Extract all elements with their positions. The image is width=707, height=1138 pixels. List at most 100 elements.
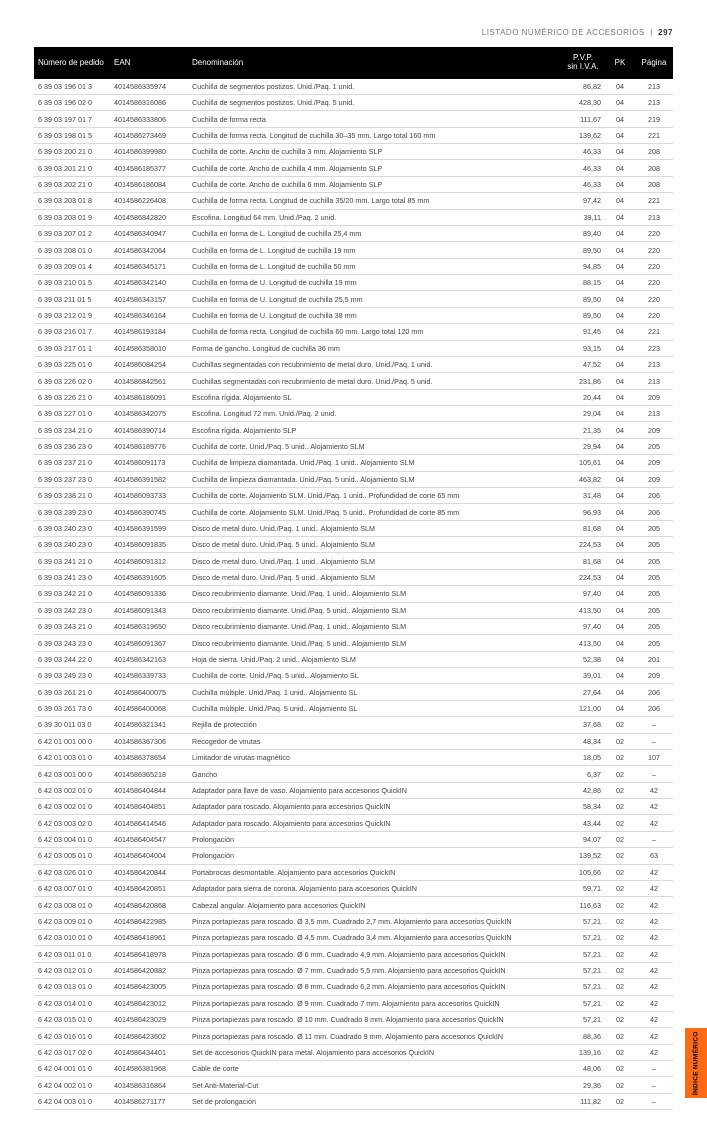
cell-o: 6 42 04 003 01 0 [34,1093,110,1109]
cell-d: Disco recubrimiento diamante. Unid./Paq.… [188,602,561,618]
table-row: 6 39 03 225 01 04014586084254Cuchillas s… [34,356,673,372]
cell-g: 42 [635,1044,673,1060]
cell-k: 04 [605,602,635,618]
cell-k: 02 [605,782,635,798]
cell-k: 02 [605,717,635,733]
cell-g: 220 [635,275,673,291]
cell-o: 6 39 03 239 23 0 [34,504,110,520]
cell-e: 4014586404844 [110,782,188,798]
cell-e: 4014586189776 [110,438,188,454]
table-row: 6 39 03 244 22 04014586342163Hoja de sie… [34,651,673,667]
cell-o: 6 39 03 203 01 8 [34,193,110,209]
cell-o: 6 42 03 011 01 0 [34,946,110,962]
cell-d: Cuchilla de forma recta [188,111,561,127]
cell-o: 6 39 03 234 21 0 [34,422,110,438]
cell-o: 6 42 04 002 01 0 [34,1077,110,1093]
cell-g: 205 [635,537,673,553]
table-row: 6 39 03 209 01 44014586345171Cuchilla en… [34,258,673,274]
col-pvp: P.V.P. sin I.V.A. [561,47,605,79]
table-row: 6 39 03 196 02 04014586316086Cuchilla de… [34,94,673,110]
cell-g: 220 [635,242,673,258]
cell-k: 04 [605,79,635,95]
cell-e: 4014586423602 [110,1028,188,1044]
cell-g: 205 [635,586,673,602]
cell-d: Adaptador para roscado. Alojamiento para… [188,799,561,815]
cell-e: 4014586342163 [110,651,188,667]
table-row: 6 39 03 216 01 74014586193184Cuchilla de… [34,324,673,340]
cell-p: 413,50 [561,635,605,651]
cell-e: 4014586400075 [110,684,188,700]
cell-o: 6 42 03 008 01 0 [34,897,110,913]
table-row: 6 39 03 207 01 24014586340947Cuchilla en… [34,225,673,241]
cell-e: 4014586093733 [110,487,188,503]
cell-d: Cuchilla en forma de L. Longitud de cuch… [188,225,561,241]
table-row: 6 42 03 017 02 04014586434401Set de acce… [34,1044,673,1060]
cell-k: 04 [605,520,635,536]
cell-o: 6 39 03 196 02 0 [34,94,110,110]
cell-p: 139,52 [561,848,605,864]
cell-o: 6 42 03 017 02 0 [34,1044,110,1060]
cell-d: Cuchilla de forma recta. Longitud de cuc… [188,324,561,340]
cell-d: Cuchilla múltiple. Unid./Paq. 1 unid.. A… [188,684,561,700]
cell-g: 209 [635,455,673,471]
cell-o: 6 39 03 237 21 0 [34,455,110,471]
cell-d: Gancho [188,766,561,782]
cell-p: 89,50 [561,242,605,258]
cell-o: 6 39 03 202 21 0 [34,176,110,192]
cell-d: Cuchillas segmentadas con recubrimiento … [188,356,561,372]
cell-d: Pinza portapiezas para roscado. Ø 7 mm. … [188,962,561,978]
cell-e: 4014586390714 [110,422,188,438]
cell-g: 42 [635,880,673,896]
side-tab-index[interactable]: ÍNDICE NUMÉRICO [685,1028,707,1098]
table-row: 6 39 03 242 23 04014586091343Disco recub… [34,602,673,618]
col-ean: EAN [110,47,188,79]
table-row: 6 42 03 010 01 04014586418961Pinza porta… [34,930,673,946]
table-row: 6 39 03 261 73 04014586400068Cuchilla mú… [34,700,673,716]
cell-e: 4014586418978 [110,946,188,962]
cell-o: 6 42 03 016 01 0 [34,1028,110,1044]
cell-d: Cuchilla de limpieza diamantada. Unid./P… [188,471,561,487]
cell-d: Escofina rígida. Alojamiento SL [188,389,561,405]
cell-g: 201 [635,651,673,667]
cell-k: 02 [605,897,635,913]
cell-k: 04 [605,438,635,454]
section-title: LISTADO NUMÉRICO DE ACCESORIOS [482,28,645,37]
cell-d: Cuchilla en forma de L. Longitud de cuch… [188,258,561,274]
table-row: 6 39 03 196 01 34014586335974Cuchilla de… [34,79,673,95]
cell-o: 6 39 03 261 73 0 [34,700,110,716]
cell-p: 47,52 [561,356,605,372]
cell-p: 97,40 [561,618,605,634]
cell-g: 221 [635,127,673,143]
cell-o: 6 39 03 237 23 0 [34,471,110,487]
cell-g: – [635,1077,673,1093]
table-row: 6 39 03 203 01 84014586226408Cuchilla de… [34,193,673,209]
table-row: 6 42 03 011 01 04014586418978Pinza porta… [34,946,673,962]
cell-k: 02 [605,946,635,962]
cell-o: 6 42 04 001 01 0 [34,1061,110,1077]
cell-g: 206 [635,487,673,503]
cell-d: Disco de metal duro. Unid./Paq. 1 unid..… [188,520,561,536]
cell-p: 29,94 [561,438,605,454]
cell-e: 4014586418961 [110,930,188,946]
cell-p: 57,21 [561,962,605,978]
cell-g: 213 [635,356,673,372]
cell-o: 6 39 03 210 01 5 [34,275,110,291]
table-row: 6 39 30 011 03 04014586321341Rejilla de … [34,717,673,733]
table-row: 6 39 03 211 01 54014586343157Cuchilla en… [34,291,673,307]
cell-k: 04 [605,569,635,585]
cell-p: 81,68 [561,553,605,569]
cell-e: 4014586335974 [110,79,188,95]
table-row: 6 39 03 237 23 04014586391582Cuchilla de… [34,471,673,487]
cell-e: 4014586091367 [110,635,188,651]
cell-g: 209 [635,422,673,438]
cell-g: 205 [635,520,673,536]
cell-o: 6 39 03 207 01 2 [34,225,110,241]
table-row: 6 39 03 261 21 04014586400075Cuchilla mú… [34,684,673,700]
cell-k: 04 [605,455,635,471]
cell-p: 42,86 [561,782,605,798]
cell-k: 02 [605,815,635,831]
cell-d: Disco recubrimiento diamante. Unid./Paq.… [188,586,561,602]
cell-o: 6 42 03 002 01 0 [34,799,110,815]
cell-e: 4014586346164 [110,307,188,323]
cell-p: 89,50 [561,307,605,323]
